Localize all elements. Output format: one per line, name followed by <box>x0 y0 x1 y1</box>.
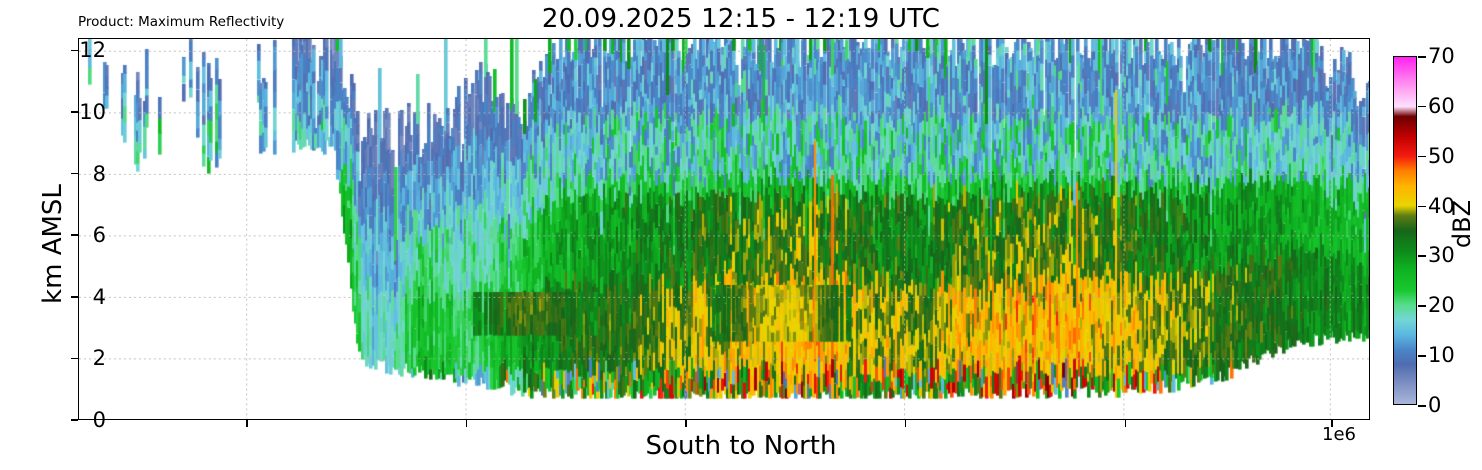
x-tick-mark <box>685 420 687 427</box>
colorbar-tick-label: 40 <box>1428 193 1455 218</box>
colorbar-tick-label: 50 <box>1428 143 1455 168</box>
colorbar <box>1393 56 1417 405</box>
y-tick-label: 8 <box>92 161 106 186</box>
colorbar-gradient <box>1394 57 1416 404</box>
x-tick-mark <box>904 420 907 427</box>
colorbar-tick-label: 60 <box>1428 93 1455 118</box>
figure-title: 20.09.2025 12:15 - 12:19 UTC <box>541 4 941 34</box>
colorbar-title: dBZ <box>1448 199 1476 249</box>
colorbar-tick-label: 0 <box>1428 393 1442 417</box>
colorbar-tick-label: 20 <box>1428 293 1455 318</box>
y-tick-mark <box>71 419 78 421</box>
y-tick-label: 6 <box>92 223 106 248</box>
colorbar-tick-mark <box>1418 56 1426 58</box>
colorbar-tick-label: 70 <box>1428 44 1455 68</box>
y-tick-mark <box>71 172 78 175</box>
plot-area <box>78 38 1370 420</box>
x-tick-mark <box>465 420 468 427</box>
colorbar-tick-mark <box>1418 105 1426 108</box>
y-tick-label: 2 <box>92 346 106 371</box>
colorbar-tick-mark <box>1418 355 1426 357</box>
y-tick-mark <box>71 357 78 360</box>
colorbar-tick-mark <box>1418 305 1426 307</box>
x-axis-offset-text: 1e6 <box>1322 424 1356 445</box>
colorbar-tick-mark <box>1418 205 1426 208</box>
x-tick-mark <box>1331 420 1333 427</box>
y-tick-label: 12 <box>79 38 106 63</box>
colorbar-tick-label: 10 <box>1428 343 1455 368</box>
colorbar-tick-mark <box>1418 155 1426 158</box>
y-tick-mark <box>71 295 78 298</box>
y-tick-mark <box>71 234 78 236</box>
x-tick-mark <box>245 420 248 427</box>
colorbar-tick-label: 30 <box>1428 243 1455 268</box>
colorbar-tick-mark <box>1418 255 1426 257</box>
y-tick-label: 4 <box>92 284 106 309</box>
colorbar-tick-mark <box>1418 405 1426 407</box>
y-tick-label: 10 <box>79 99 106 124</box>
x-axis-label: South to North <box>645 431 837 461</box>
product-annotation: Product: Maximum Reflectivity <box>78 14 285 30</box>
y-axis-label: km AMSL <box>38 184 68 304</box>
y-tick-mark <box>71 111 78 113</box>
y-tick-label: 0 <box>92 408 106 432</box>
reflectivity-heatmap <box>79 39 1369 419</box>
x-tick-mark <box>1124 420 1127 427</box>
y-tick-mark <box>71 49 78 52</box>
